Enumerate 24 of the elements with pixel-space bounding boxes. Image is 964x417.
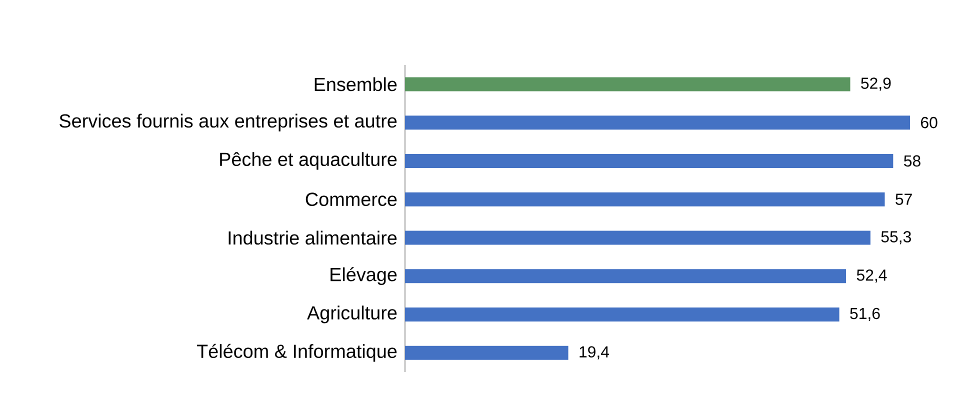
- data-label: 52,9: [861, 78, 891, 91]
- y-tick-label: Télécom & Informatique: [196, 344, 397, 362]
- data-label: 51,6: [850, 308, 880, 322]
- data-label: 58: [904, 155, 920, 167]
- y-tick-label: Industrie alimentaire: [228, 230, 397, 245]
- bar: [405, 192, 885, 206]
- bar: [405, 77, 850, 92]
- y-tick-label: Agriculture: [307, 306, 397, 324]
- data-label: 60: [921, 116, 938, 128]
- data-label: 55,3: [881, 231, 911, 244]
- bar: [405, 269, 846, 284]
- y-tick-label: Ensemble: [314, 77, 397, 92]
- data-label: 52,4: [856, 269, 887, 283]
- bar: [405, 116, 910, 130]
- y-tick-label: Commerce: [306, 192, 397, 206]
- data-label: 57: [896, 194, 912, 205]
- bar: [405, 230, 870, 245]
- bar: [405, 154, 894, 168]
- data-label: 19,4: [580, 346, 610, 360]
- bar: [405, 307, 840, 322]
- y-tick-label: Elévage: [330, 267, 397, 285]
- bar: [405, 346, 568, 360]
- y-tick-label: Pêche et aquaculture: [220, 152, 397, 170]
- y-tick-label: Services fournis aux entreprises et autre: [60, 114, 397, 132]
